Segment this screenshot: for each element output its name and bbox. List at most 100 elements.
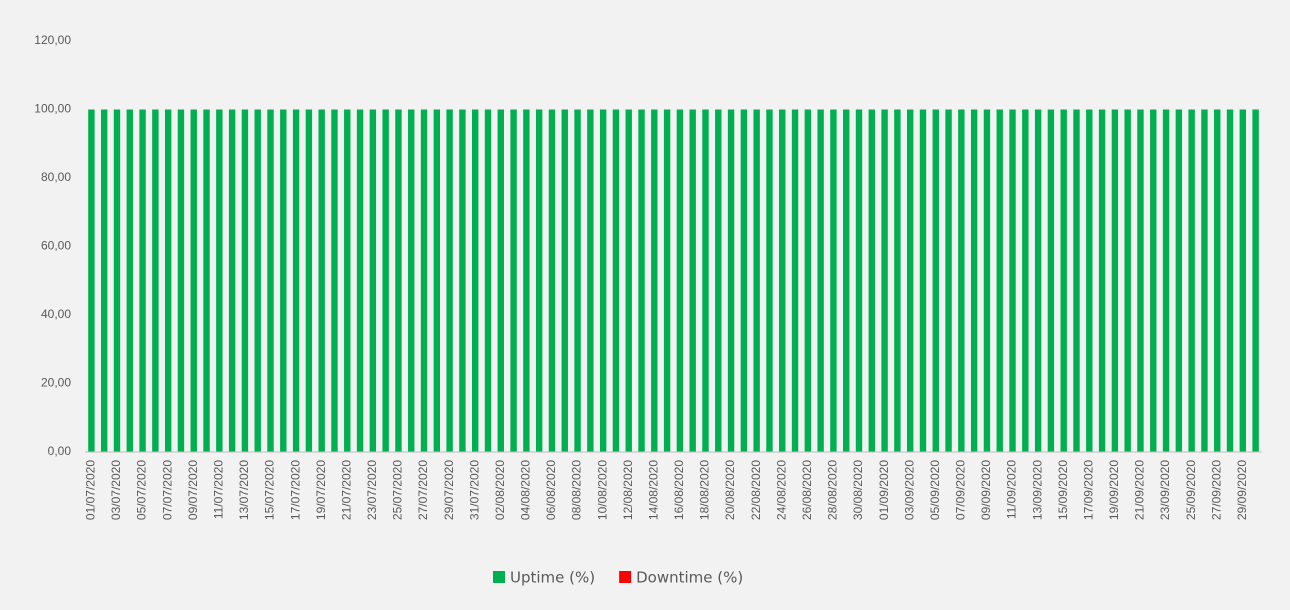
x-tick-label: 26/08/2020 xyxy=(800,460,814,520)
x-tick-label: 27/07/2020 xyxy=(416,460,430,520)
bar-segment xyxy=(996,109,1003,452)
bar-segment xyxy=(228,109,236,452)
bar-segment xyxy=(663,109,671,452)
x-tick-label: 19/07/2020 xyxy=(314,460,328,520)
bar-segment xyxy=(1226,109,1234,452)
x-tick-label: 29/07/2020 xyxy=(442,460,456,520)
bar-segment xyxy=(970,109,978,452)
x-tick-label: 28/08/2020 xyxy=(826,460,840,520)
bar-segment xyxy=(305,109,313,452)
bar-segment xyxy=(906,109,914,452)
x-tick-label: 18/08/2020 xyxy=(698,460,712,520)
x-tick-label: 07/07/2020 xyxy=(160,460,174,520)
x-tick-label: 15/09/2020 xyxy=(1056,460,1070,520)
bar-segment xyxy=(1073,109,1080,452)
x-tick-label: 30/08/2020 xyxy=(851,460,865,520)
x-tick-label: 07/09/2020 xyxy=(954,460,968,520)
bar-segment xyxy=(100,109,108,452)
bar-segment xyxy=(472,109,479,452)
x-tick-label: 09/09/2020 xyxy=(979,460,993,520)
bar-segment xyxy=(587,109,594,452)
x-tick-label: 19/09/2020 xyxy=(1107,460,1121,520)
bar-segment xyxy=(1214,109,1221,452)
legend-swatch xyxy=(619,571,632,583)
x-tick-label: 06/08/2020 xyxy=(544,460,558,520)
bar-segment xyxy=(727,109,735,452)
x-tick-label: 17/07/2020 xyxy=(288,460,302,520)
bar-segment xyxy=(241,109,249,452)
x-tick-label: 27/09/2020 xyxy=(1209,460,1223,520)
bar-segment xyxy=(843,109,850,452)
bar-segment xyxy=(766,109,773,452)
bar-segment xyxy=(1034,109,1042,452)
x-tick-label: 14/08/2020 xyxy=(646,460,660,520)
x-tick-label: 16/08/2020 xyxy=(672,460,686,520)
bar-segment xyxy=(344,109,351,452)
x-tick-label: 15/07/2020 xyxy=(263,460,277,520)
bar-segment xyxy=(318,109,325,452)
bar-segment xyxy=(535,109,543,452)
x-tick-label: 04/08/2020 xyxy=(519,460,533,520)
bar-segment xyxy=(292,109,300,452)
bar-segment xyxy=(382,109,389,452)
x-tick-label: 03/07/2020 xyxy=(109,460,123,520)
bar-segment xyxy=(676,109,684,452)
y-tick-label: 100,00 xyxy=(34,102,71,116)
x-tick-label: 22/08/2020 xyxy=(749,460,763,520)
x-tick-label: 01/09/2020 xyxy=(877,460,891,520)
x-tick-label: 09/07/2020 xyxy=(186,460,200,520)
x-tick-label: 21/09/2020 xyxy=(1133,460,1147,520)
bar-segment xyxy=(804,109,812,452)
legend-label: Downtime (%) xyxy=(636,569,743,587)
bar-segment xyxy=(625,109,632,452)
x-tick-label: 24/08/2020 xyxy=(774,460,788,520)
x-tick-label: 25/07/2020 xyxy=(391,460,405,520)
bar-segment xyxy=(523,109,530,452)
bar-segment xyxy=(152,109,159,452)
y-tick-label: 120,00 xyxy=(34,33,71,47)
bar-segment xyxy=(702,109,709,452)
bar-segment xyxy=(945,109,952,452)
bar-segment xyxy=(1137,109,1144,452)
y-tick-label: 60,00 xyxy=(41,239,71,253)
bar-segment xyxy=(433,109,441,452)
bar-segment xyxy=(753,109,760,452)
x-tick-label: 25/09/2020 xyxy=(1184,460,1198,520)
y-tick-label: 80,00 xyxy=(41,170,71,184)
bar-segment xyxy=(267,109,274,452)
bar-segment xyxy=(574,109,581,452)
bar-segment xyxy=(561,109,568,452)
bar-segment xyxy=(190,109,197,452)
bar-segment xyxy=(164,109,172,452)
bar-segment xyxy=(612,109,620,452)
bar-segment xyxy=(497,109,504,452)
bar-segment xyxy=(446,109,453,452)
bar-segment xyxy=(1150,109,1157,452)
bar-segment xyxy=(894,109,901,452)
x-tick-label: 31/07/2020 xyxy=(467,460,481,520)
bar-segment xyxy=(740,109,748,452)
x-tick-label: 17/09/2020 xyxy=(1081,460,1095,520)
bar-segment xyxy=(919,109,927,452)
y-tick-label: 20,00 xyxy=(41,376,71,390)
x-tick-label: 10/08/2020 xyxy=(595,460,609,520)
bar-segment xyxy=(420,109,428,452)
x-tick-label: 11/07/2020 xyxy=(212,460,226,519)
x-tick-label: 20/08/2020 xyxy=(723,460,737,520)
bar-segment xyxy=(548,109,556,452)
x-tick-label: 01/07/2020 xyxy=(84,460,98,520)
bar-segment xyxy=(1188,109,1195,452)
bar-segment xyxy=(638,109,645,452)
x-tick-label: 02/08/2020 xyxy=(493,460,507,520)
bar-segment xyxy=(254,109,261,452)
bar-segment xyxy=(1047,109,1055,452)
legend-label: Uptime (%) xyxy=(510,569,595,587)
bar-segment xyxy=(484,109,492,452)
bar-segment xyxy=(1086,109,1093,452)
bar-segment xyxy=(113,109,121,452)
bar-segment xyxy=(1162,109,1170,452)
bar-segment xyxy=(1252,109,1259,452)
x-tick-label: 13/09/2020 xyxy=(1030,460,1044,520)
bar-segment xyxy=(1060,109,1067,452)
